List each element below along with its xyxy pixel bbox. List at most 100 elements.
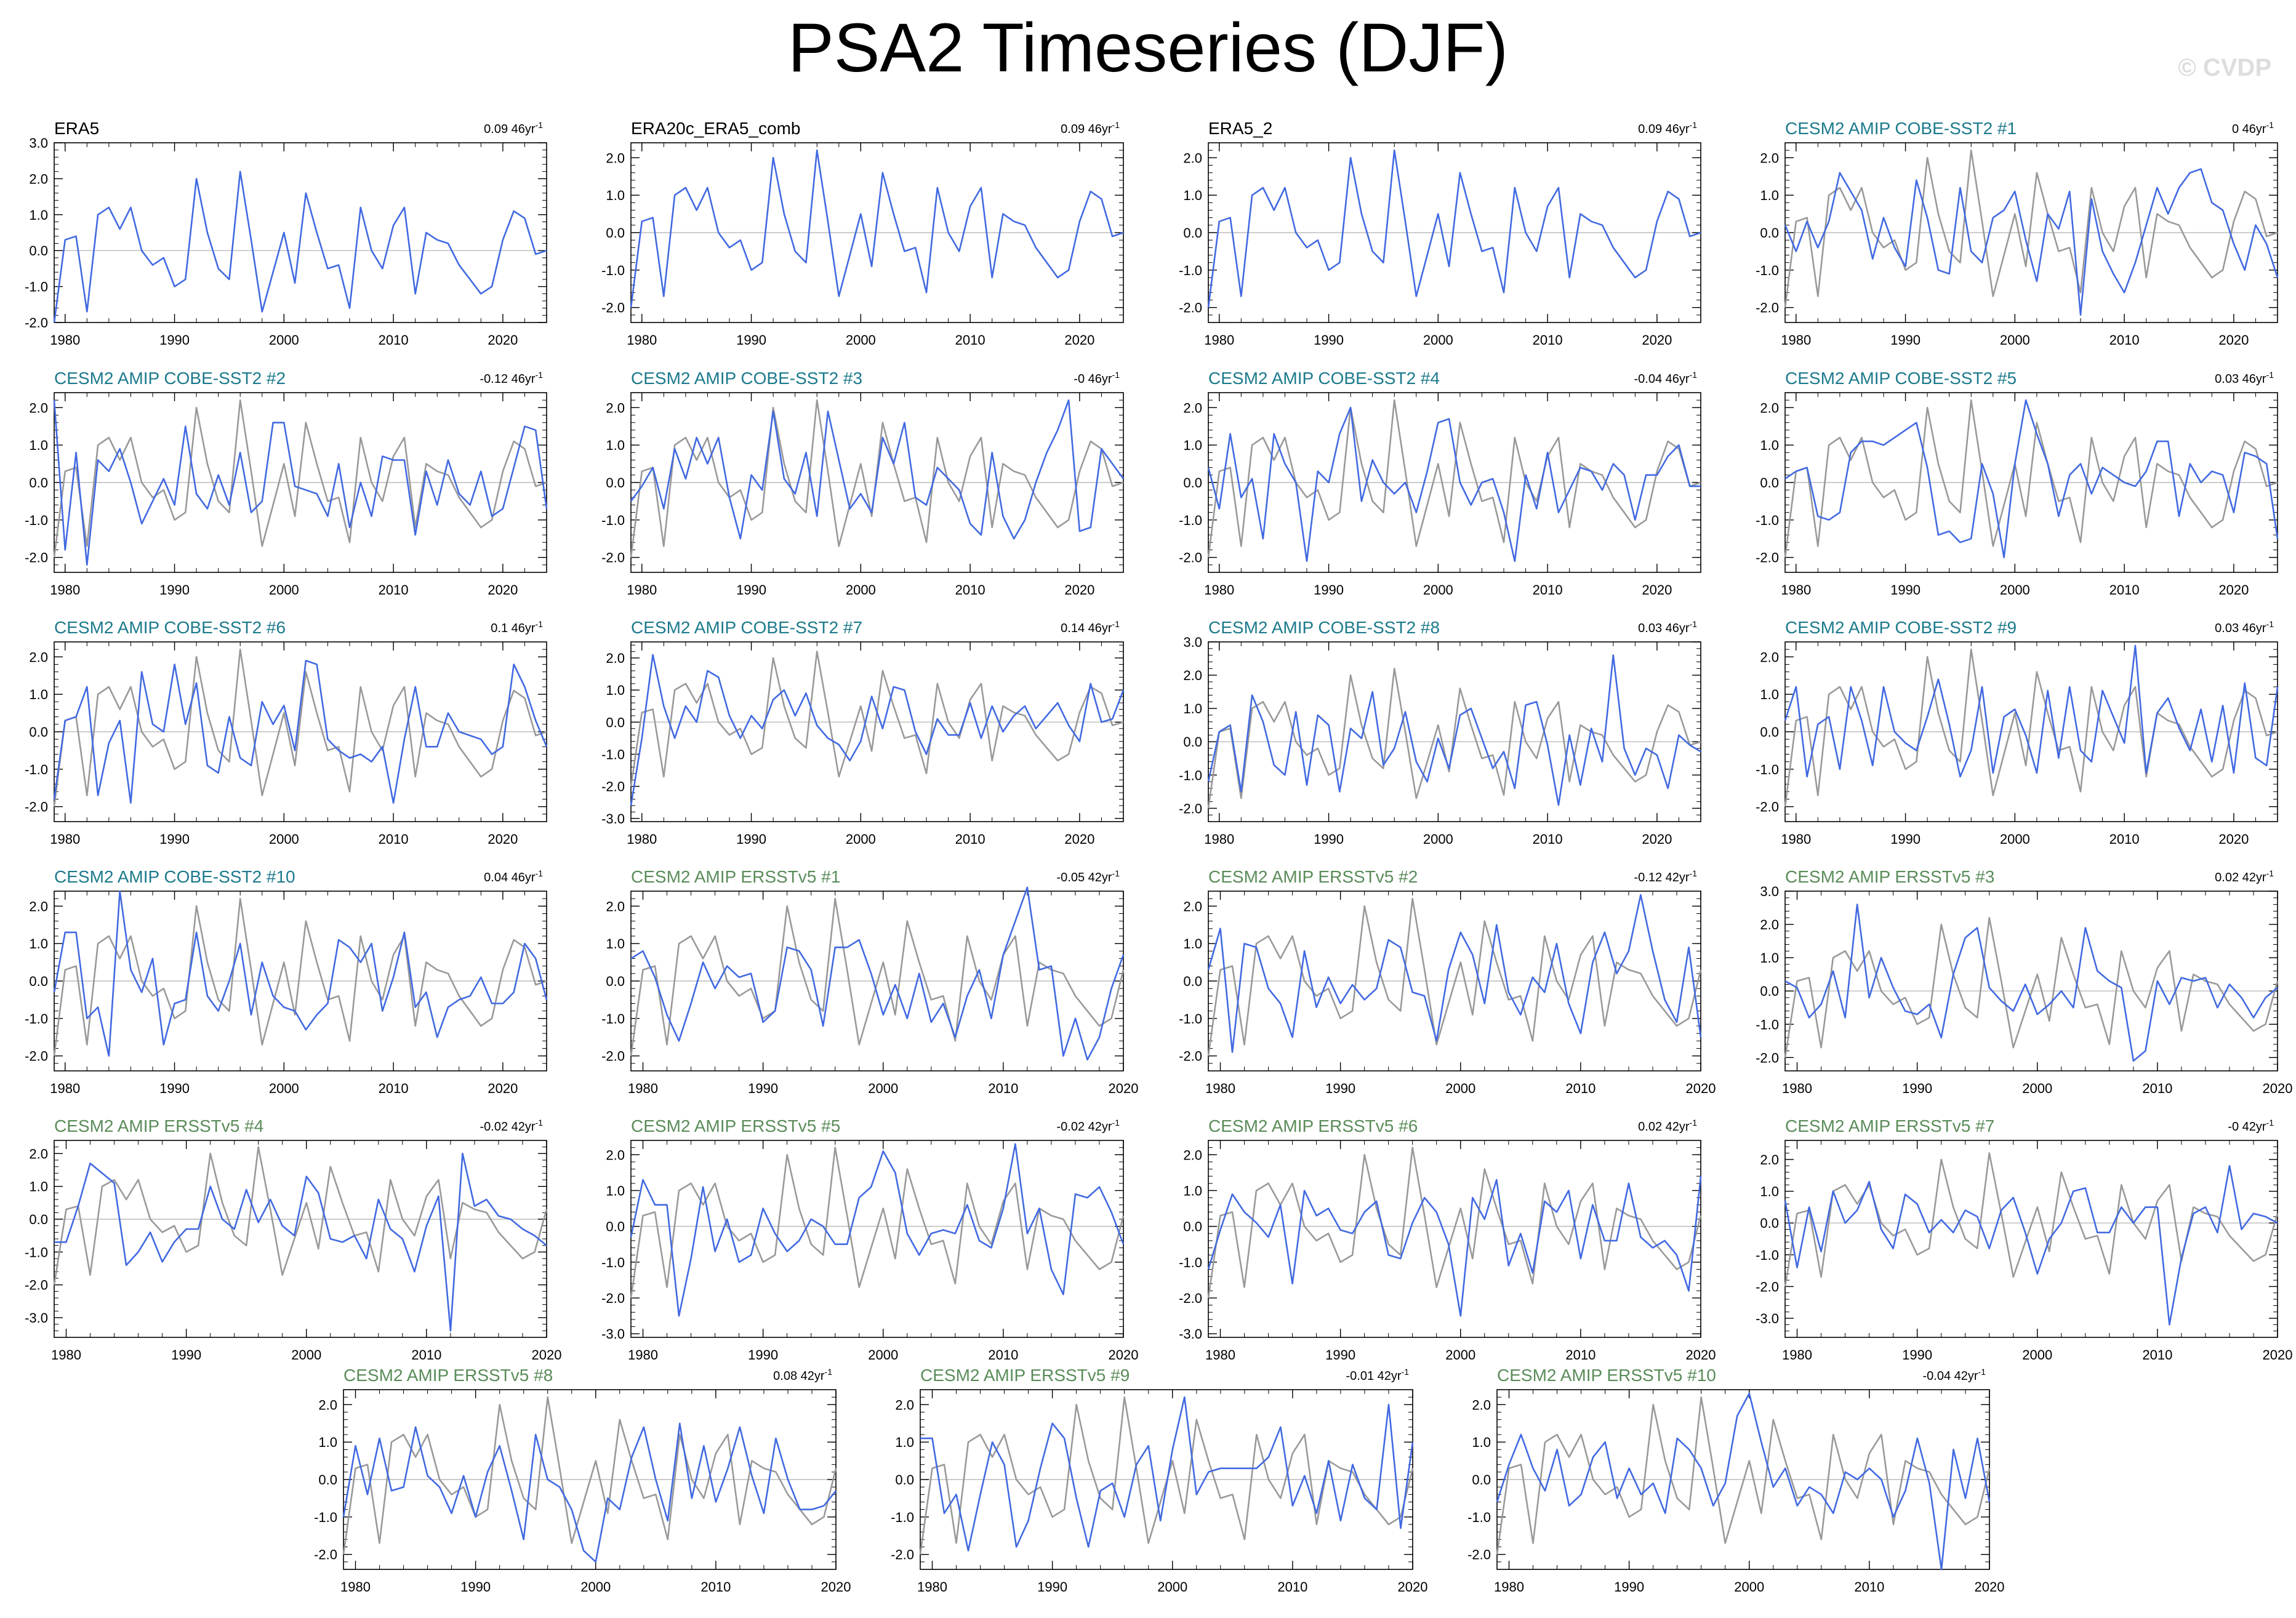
y-tick-label: -3.0 xyxy=(1756,1311,1779,1326)
x-tick-label: 1980 xyxy=(50,831,80,847)
y-tick-label: -1.0 xyxy=(25,279,48,295)
series-line xyxy=(1784,644,2279,778)
y-tick-label: -1.0 xyxy=(1179,513,1202,528)
x-tick-label: 2020 xyxy=(1064,582,1094,598)
x-tick-label: 2020 xyxy=(488,332,518,348)
y-tick-label: -1.0 xyxy=(1179,1011,1202,1027)
chart-panel: CESM2 AMIP ERSSTv5 #10 -0.04 42yr-1 2.0 1.0… xyxy=(1467,1366,2004,1595)
y-tick-label: -2.0 xyxy=(891,1547,914,1563)
chart-panel: CESM2 AMIP ERSSTv5 #6 0.02 42yr-1 2.0 1.0 0.… xyxy=(1179,1116,1716,1363)
chart-title: CESM2 AMIP ERSSTv5 #10 xyxy=(1497,1366,1716,1385)
reference-series-line xyxy=(919,1396,1414,1555)
x-tick-label: 2010 xyxy=(955,332,985,348)
x-tick-label: 2010 xyxy=(2142,1081,2172,1096)
y-tick-label: -1.0 xyxy=(25,762,48,777)
chart-panel: CESM2 AMIP COBE-SST2 #5 0.03 46yr-1 2.0 1.0… xyxy=(1756,369,2279,598)
y-tick-label: 2.0 xyxy=(606,150,625,166)
y-tick-label: 3.0 xyxy=(1183,635,1202,650)
y-tick-label: 1.0 xyxy=(1183,701,1202,716)
x-tick-label: 1990 xyxy=(1314,831,1344,847)
x-tick-label: 1990 xyxy=(748,1347,778,1363)
y-tick-label: -2.0 xyxy=(25,550,48,566)
y-tick-label: -2.0 xyxy=(25,1278,48,1293)
series-line xyxy=(53,170,547,323)
y-tick-label: 2.0 xyxy=(1760,917,1779,932)
x-tick-label: 2020 xyxy=(2218,582,2249,598)
x-tick-label: 1980 xyxy=(917,1579,947,1595)
series-line xyxy=(53,660,548,804)
series-line xyxy=(1784,168,2279,316)
x-tick-label: 2000 xyxy=(1423,831,1453,847)
y-tick-label: -2.0 xyxy=(25,315,48,330)
chart-title: CESM2 AMIP COBE-SST2 #10 xyxy=(54,867,295,886)
plot-frame xyxy=(54,142,547,323)
chart-panel: CESM2 AMIP COBE-SST2 #8 0.03 46yr-1 3.0 2.0… xyxy=(1179,618,1701,847)
x-tick-label: 2020 xyxy=(1064,332,1094,348)
y-tick-label: 0.0 xyxy=(29,974,48,989)
x-tick-label: 2020 xyxy=(1642,582,1672,598)
y-tick-label: 2.0 xyxy=(606,1147,625,1163)
trend-label: -0.04 42yr-1 xyxy=(1922,1367,1986,1383)
trend-label: 0.04 46yr-1 xyxy=(484,868,543,884)
y-tick-label: -2.0 xyxy=(1179,550,1202,566)
y-tick-label: 1.0 xyxy=(1183,936,1202,951)
chart-panel: CESM2 AMIP COBE-SST2 #6 0.1 46yr-1 2.0 1.0 0… xyxy=(25,618,548,847)
x-tick-label: 1980 xyxy=(627,332,657,348)
x-tick-label: 2010 xyxy=(1533,831,1563,847)
x-tick-label: 2020 xyxy=(1064,831,1094,847)
x-tick-label: 2020 xyxy=(488,582,518,598)
x-tick-label: 2020 xyxy=(488,1081,518,1096)
y-tick-label: 2.0 xyxy=(1760,400,1779,415)
x-tick-label: 2020 xyxy=(1686,1081,1716,1096)
trend-label: 0.09 46yr-1 xyxy=(1061,120,1120,136)
x-tick-label: 2010 xyxy=(1565,1347,1596,1363)
y-tick-label: 0.0 xyxy=(1472,1472,1491,1488)
x-tick-label: 2010 xyxy=(955,831,985,847)
page-title: PSA2 Timeseries (DJF) xyxy=(788,9,1508,86)
reference-series-line xyxy=(1207,668,1701,809)
x-tick-label: 1990 xyxy=(1902,1347,1932,1363)
series-line xyxy=(1496,1392,1991,1571)
y-tick-label: 0.0 xyxy=(318,1472,337,1488)
chart-title: CESM2 AMIP ERSSTv5 #1 xyxy=(631,867,840,886)
y-tick-label: 0.0 xyxy=(606,1219,625,1235)
x-tick-label: 1980 xyxy=(1204,582,1234,598)
x-tick-label: 2000 xyxy=(1445,1347,1475,1363)
y-tick-label: 2.0 xyxy=(895,1397,914,1412)
trend-label: -0.02 42yr-1 xyxy=(480,1118,543,1134)
y-tick-label: -1.0 xyxy=(1756,1248,1779,1263)
y-tick-label: 0.0 xyxy=(1183,1219,1202,1235)
y-tick-label: -1.0 xyxy=(1756,762,1779,777)
series-line xyxy=(630,654,1125,806)
y-tick-label: -1.0 xyxy=(601,513,625,528)
y-tick-label: 0.0 xyxy=(1183,475,1202,491)
x-tick-label: 2020 xyxy=(2263,1081,2293,1096)
trend-label: 0.1 46yr-1 xyxy=(491,619,543,635)
chart-panel: CESM2 AMIP ERSSTv5 #9 -0.01 42yr-1 2.0 1.0 0… xyxy=(891,1366,1427,1595)
reference-series-line xyxy=(1784,149,2278,308)
x-tick-label: 2000 xyxy=(2022,1347,2052,1363)
chart-title: CESM2 AMIP COBE-SST2 #6 xyxy=(54,618,286,637)
reference-series-line xyxy=(53,399,547,558)
chart-title: CESM2 AMIP ERSSTv5 #2 xyxy=(1208,867,1418,886)
y-tick-label: -2.0 xyxy=(1756,1279,1779,1294)
reference-series-line xyxy=(1207,399,1701,558)
x-tick-label: 2020 xyxy=(1398,1579,1428,1595)
y-tick-label: -2.0 xyxy=(601,300,625,316)
x-tick-label: 2000 xyxy=(2000,332,2030,348)
watermark: © CVDP xyxy=(2178,54,2271,81)
x-tick-label: 2000 xyxy=(1445,1081,1475,1096)
x-tick-label: 1980 xyxy=(1782,1081,1812,1096)
x-tick-label: 2000 xyxy=(269,582,299,598)
y-tick-label: -1.0 xyxy=(1756,1017,1779,1032)
trend-label: -0.04 46yr-1 xyxy=(1634,370,1697,386)
trend-label: 0.02 42yr-1 xyxy=(1638,1118,1697,1134)
chart-title: CESM2 AMIP COBE-SST2 #1 xyxy=(1785,119,2017,138)
y-tick-label: -1.0 xyxy=(25,513,48,528)
y-tick-label: 2.0 xyxy=(318,1397,337,1412)
y-tick-label: 2.0 xyxy=(1760,1152,1779,1167)
reference-series-line xyxy=(1207,1147,1702,1299)
x-tick-label: 1990 xyxy=(159,1081,190,1096)
y-tick-label: 1.0 xyxy=(606,683,625,698)
x-tick-label: 2020 xyxy=(1642,831,1672,847)
